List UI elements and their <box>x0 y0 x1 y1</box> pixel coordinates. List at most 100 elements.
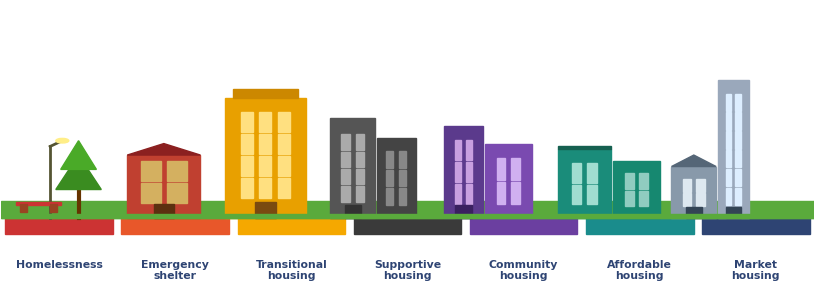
Bar <box>278 134 289 154</box>
Bar <box>512 158 520 180</box>
Bar <box>455 184 460 204</box>
Bar <box>377 138 416 218</box>
Bar <box>557 146 610 149</box>
Bar <box>259 156 271 176</box>
Bar <box>141 161 161 181</box>
Bar <box>726 188 731 205</box>
Bar <box>735 94 741 111</box>
Bar <box>571 163 581 183</box>
Bar <box>355 152 364 167</box>
Bar <box>386 170 394 186</box>
Bar <box>588 185 597 204</box>
Bar <box>613 161 660 218</box>
Bar <box>726 150 731 167</box>
Bar <box>354 218 461 234</box>
Bar <box>121 218 229 234</box>
Bar <box>399 188 406 205</box>
Bar <box>640 173 648 188</box>
Bar <box>386 188 394 205</box>
Bar <box>345 205 361 218</box>
Bar <box>735 169 741 186</box>
Bar <box>726 169 731 186</box>
Bar <box>456 205 472 218</box>
Bar <box>735 131 741 148</box>
Bar <box>726 207 741 218</box>
Bar <box>586 218 694 234</box>
Bar <box>696 179 705 191</box>
Bar <box>512 182 520 204</box>
Bar <box>50 204 56 213</box>
Bar <box>20 204 27 213</box>
Bar <box>726 131 731 148</box>
Text: Transitional
housing: Transitional housing <box>256 260 328 282</box>
Bar <box>341 134 350 150</box>
Bar <box>588 163 597 183</box>
Bar <box>341 152 350 167</box>
Bar <box>571 185 581 204</box>
Bar <box>466 184 473 204</box>
Text: Emergency
shelter: Emergency shelter <box>142 260 209 282</box>
Bar <box>683 179 691 191</box>
Bar <box>241 178 253 198</box>
Bar <box>640 191 648 206</box>
Text: Affordable
housing: Affordable housing <box>607 260 672 282</box>
Text: Supportive
housing: Supportive housing <box>374 260 441 282</box>
Polygon shape <box>60 141 96 169</box>
Polygon shape <box>127 144 200 155</box>
Bar <box>444 126 483 218</box>
Bar <box>278 178 289 198</box>
Bar <box>330 118 375 218</box>
Text: Community
housing: Community housing <box>489 260 558 282</box>
Bar <box>497 182 505 204</box>
Bar <box>355 134 364 150</box>
Bar <box>685 207 702 218</box>
Circle shape <box>55 138 68 143</box>
Bar <box>141 184 161 203</box>
Bar <box>672 166 716 218</box>
Bar <box>455 162 460 182</box>
Bar <box>386 151 394 168</box>
Text: Homelessness: Homelessness <box>16 260 103 270</box>
Bar <box>497 158 505 180</box>
Bar <box>355 186 364 202</box>
Bar <box>127 155 200 218</box>
Bar <box>259 134 271 154</box>
Bar <box>696 193 705 206</box>
Bar <box>255 202 276 218</box>
Bar <box>625 173 634 188</box>
Bar <box>726 113 731 130</box>
Bar <box>683 193 691 206</box>
Bar <box>625 191 634 206</box>
Bar <box>735 150 741 167</box>
Bar <box>557 149 610 218</box>
Bar <box>16 202 60 205</box>
Bar <box>241 156 253 176</box>
Bar <box>469 218 578 234</box>
Bar <box>278 156 289 176</box>
Bar <box>466 140 473 160</box>
Polygon shape <box>55 155 101 190</box>
Bar <box>167 161 187 181</box>
Bar <box>455 140 460 160</box>
Bar <box>2 214 813 218</box>
Bar <box>233 89 297 98</box>
Bar <box>341 169 350 184</box>
Bar <box>726 94 731 111</box>
Bar <box>241 112 253 132</box>
Bar <box>167 184 187 203</box>
Bar <box>237 218 346 234</box>
Text: Market
housing: Market housing <box>731 260 780 282</box>
Bar <box>259 178 271 198</box>
Bar <box>718 80 749 218</box>
Bar <box>399 170 406 186</box>
Bar <box>2 201 813 218</box>
Bar <box>485 144 531 218</box>
Polygon shape <box>672 155 716 166</box>
Bar <box>702 218 809 234</box>
Bar <box>355 169 364 184</box>
Bar <box>466 162 473 182</box>
Bar <box>399 151 406 168</box>
Bar <box>735 113 741 130</box>
Bar <box>341 186 350 202</box>
Bar <box>225 98 306 218</box>
